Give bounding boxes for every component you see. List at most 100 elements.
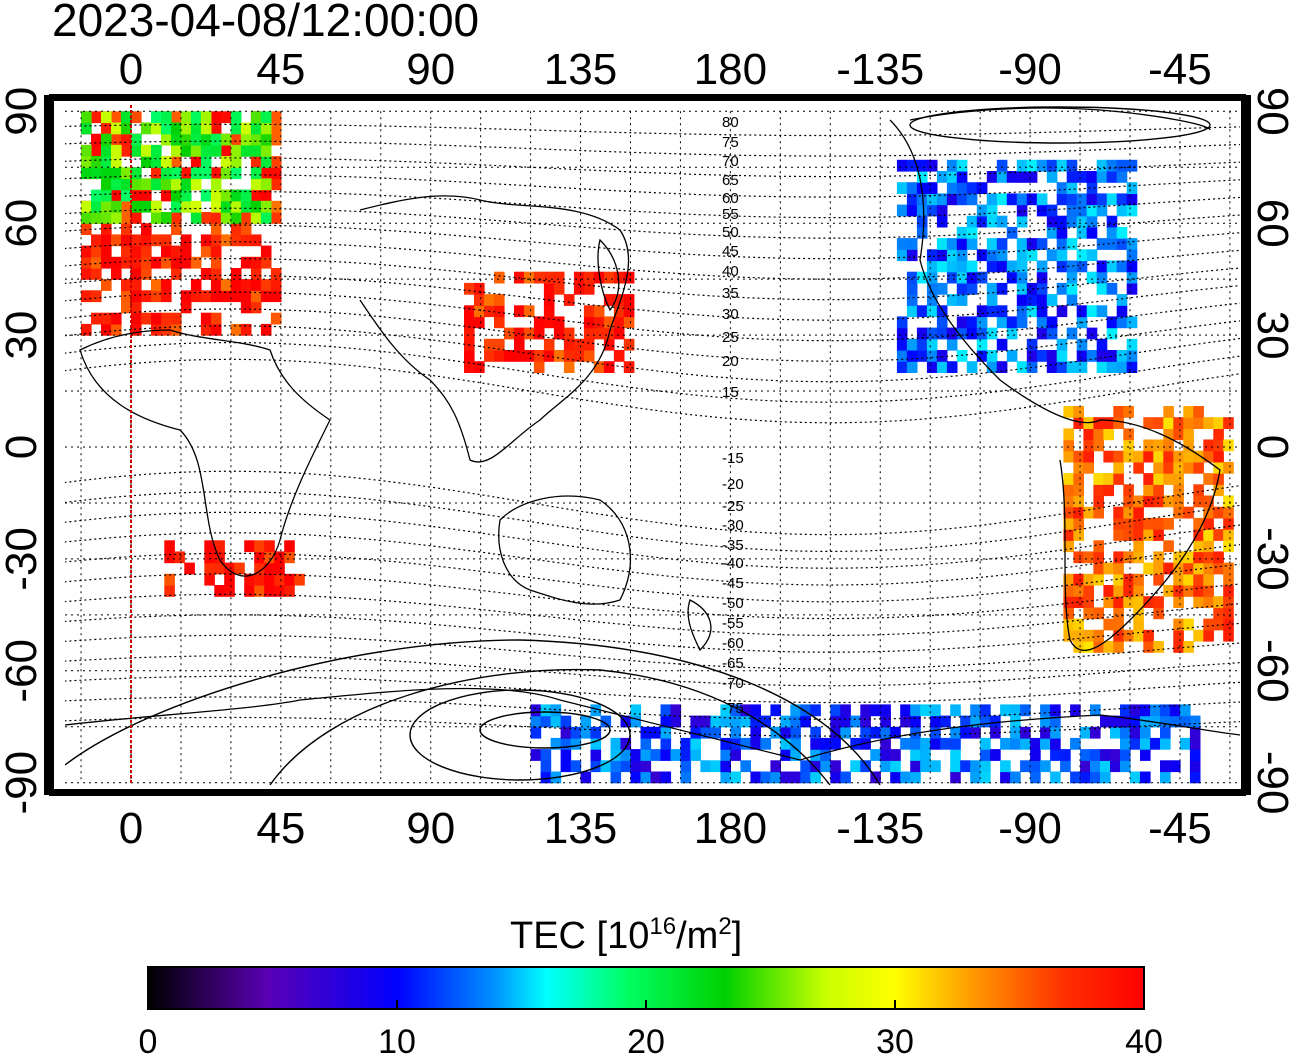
tec-cell (690, 715, 701, 728)
tec-cell (1173, 450, 1184, 463)
x-tick-label-top: 90 (406, 45, 455, 94)
x-tick-label-bottom: -45 (1148, 804, 1212, 853)
tec-cell (1123, 517, 1134, 530)
tec-cell (1116, 260, 1128, 273)
tec-cell (1050, 715, 1061, 728)
tec-cell (81, 111, 92, 124)
tec-cell (946, 271, 958, 284)
tec-cell (141, 178, 152, 191)
tec-cell (494, 305, 505, 318)
tec-cell (1160, 726, 1171, 739)
tec-cell (946, 159, 958, 172)
tec-cell (274, 551, 285, 564)
tec-cell (1030, 737, 1041, 750)
tec-cell (151, 212, 162, 224)
tec-cell (101, 245, 112, 258)
tec-cell (1016, 171, 1028, 183)
tec-cell (1056, 249, 1068, 262)
tec-cell (910, 737, 921, 750)
tec-cell (250, 156, 262, 168)
tec-cell (1133, 585, 1144, 597)
tec-cell (1036, 204, 1048, 217)
tec-cell (1086, 193, 1098, 206)
tec-cell (830, 715, 841, 728)
tec-cell (860, 704, 871, 717)
tec-cell (151, 200, 162, 213)
tec-cell (1086, 226, 1098, 239)
tec-cell (250, 144, 262, 157)
tec-cell (1163, 562, 1174, 575)
contour-line (65, 207, 1240, 239)
tec-cell (970, 760, 981, 773)
tec-cell (956, 260, 968, 273)
tec-cell (464, 282, 475, 295)
tec-cell (890, 760, 901, 773)
tec-cell (1016, 305, 1028, 318)
tec-cell (980, 771, 991, 784)
tec-cell (230, 279, 242, 291)
tec-cell (81, 200, 92, 213)
tec-cell (164, 585, 175, 597)
tec-cell (593, 361, 605, 373)
tec-cell (1083, 596, 1094, 608)
tec-cell (563, 361, 575, 373)
tec-cell (1123, 585, 1134, 597)
tec-cell (171, 323, 182, 336)
tec-cell (1113, 529, 1124, 541)
tec-cell (623, 305, 635, 318)
tec-cell (141, 290, 152, 303)
tec-cell (190, 212, 202, 224)
tec-cell (1050, 737, 1061, 750)
tec-cell (1160, 715, 1171, 728)
x-tick-label-bottom: 0 (119, 804, 143, 853)
tec-cell (230, 156, 242, 168)
tec-cell (906, 305, 918, 318)
tec-cell (1153, 439, 1164, 452)
tec-cell (1106, 215, 1118, 228)
tec-cell (1010, 726, 1021, 739)
tec-cell (1153, 551, 1164, 564)
tec-cell (573, 271, 585, 284)
tec-cell (966, 193, 978, 206)
tec-cell (151, 144, 162, 157)
tec-cell (986, 294, 998, 306)
tec-cell (1096, 350, 1108, 362)
tec-region-north-america (896, 159, 1138, 373)
tec-cell (264, 585, 275, 597)
tec-cell (250, 167, 262, 180)
tec-cell (464, 305, 475, 318)
tec-cell (121, 256, 132, 269)
tec-cell (1040, 760, 1051, 773)
tec-cell (1066, 282, 1078, 295)
tec-cell (1073, 629, 1084, 642)
tec-cell (1153, 562, 1164, 575)
tec-cell (504, 327, 515, 340)
tec-cell (1143, 473, 1154, 485)
tec-cell (200, 290, 212, 303)
tec-cell (1153, 529, 1164, 541)
y-tick-label-left: 60 (0, 199, 46, 248)
tec-cell (740, 737, 751, 750)
tec-cell (1006, 260, 1018, 273)
tec-cell (161, 189, 172, 202)
tec-cell (896, 327, 908, 340)
tec-cell (464, 316, 475, 329)
tec-cell (916, 193, 928, 206)
tec-cell (1110, 760, 1121, 773)
tec-cell (284, 573, 295, 586)
tec-cell (250, 279, 262, 291)
tec-cell (131, 111, 142, 124)
tec-cell (204, 540, 215, 553)
tec-cell (730, 715, 741, 728)
tec-cell (960, 726, 971, 739)
tec-cell (260, 167, 272, 180)
tec-cell (523, 305, 535, 318)
tec-cell (613, 316, 625, 329)
tec-cell (131, 279, 142, 291)
tec-cell (1120, 704, 1131, 717)
tec-cell (800, 771, 811, 784)
tec-cell (906, 182, 918, 194)
tec-cell (590, 749, 602, 761)
tec-cell (1016, 260, 1028, 273)
tec-cell (950, 771, 961, 784)
